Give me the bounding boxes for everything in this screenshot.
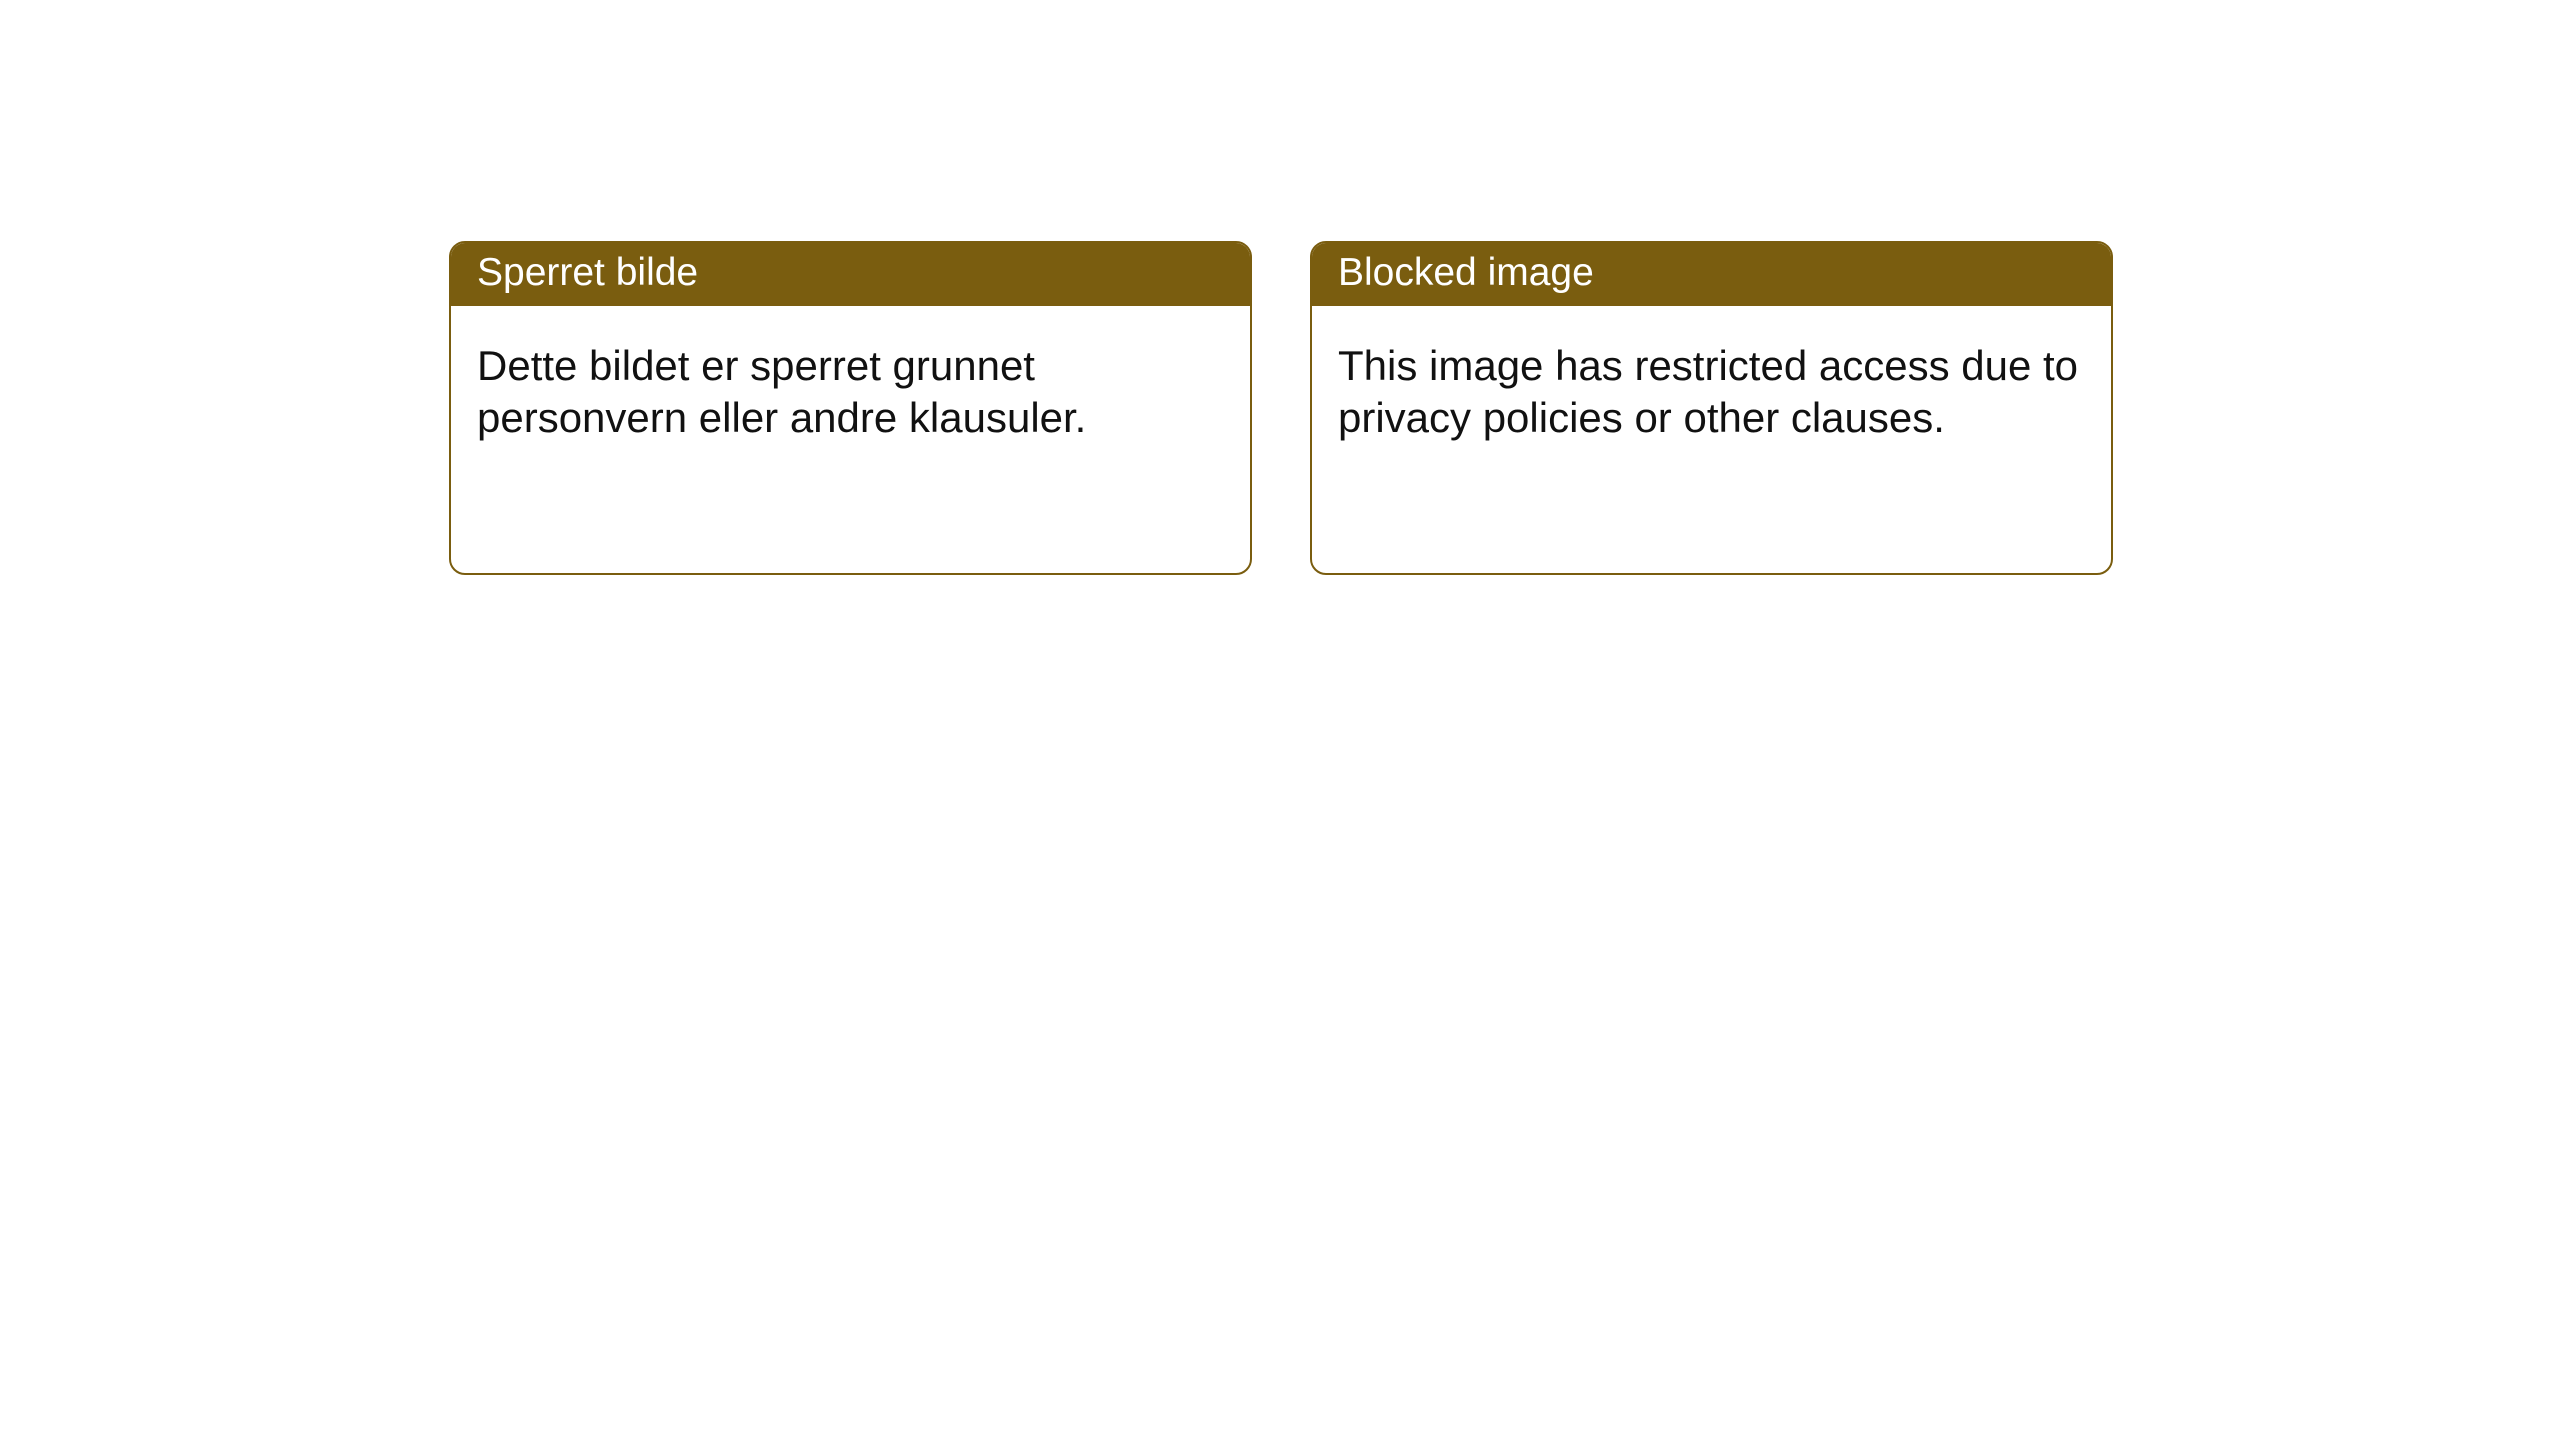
notice-card-body: This image has restricted access due to …: [1312, 306, 2111, 479]
notice-card-header: Blocked image: [1312, 243, 2111, 306]
notice-card-english: Blocked image This image has restricted …: [1310, 241, 2113, 575]
notice-card-body: Dette bildet er sperret grunnet personve…: [451, 306, 1250, 479]
notice-card-header: Sperret bilde: [451, 243, 1250, 306]
notice-cards-container: Sperret bilde Dette bildet er sperret gr…: [0, 0, 2560, 575]
notice-card-norwegian: Sperret bilde Dette bildet er sperret gr…: [449, 241, 1252, 575]
